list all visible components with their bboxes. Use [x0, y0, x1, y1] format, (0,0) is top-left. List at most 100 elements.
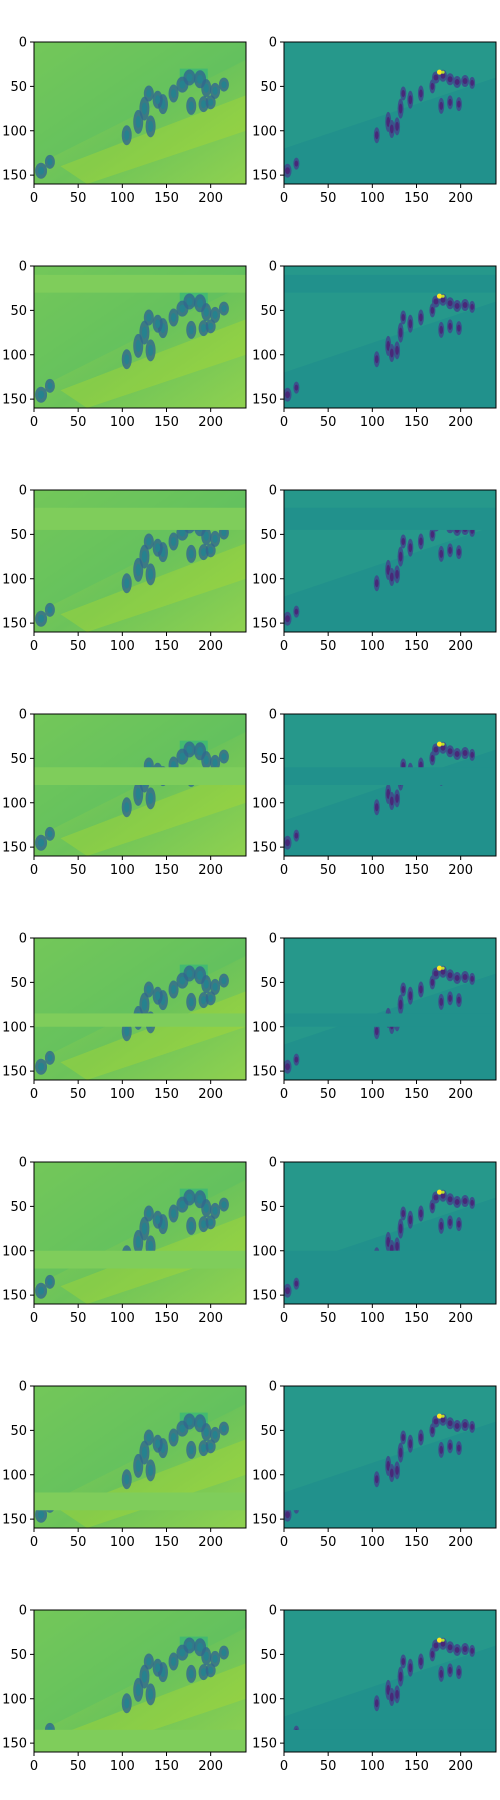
heatmap-highlight [441, 742, 445, 746]
x-tick-label: 150 [154, 191, 179, 206]
heatmap-blob-core [179, 1200, 186, 1209]
heatmap-blob-core [197, 970, 204, 980]
x-tick-label: 0 [280, 191, 288, 206]
x-tick-label: 50 [70, 1087, 87, 1102]
heatmap-blob-core [447, 1420, 453, 1427]
heatmap-region-texture [284, 1386, 496, 1493]
heatmap-masked-band [284, 1729, 496, 1752]
heatmap-blob-core [448, 322, 452, 330]
x-tick-label: 0 [280, 639, 288, 654]
heatmap-panel-r3-c1: 0 50 100 150 200 0 50 100 150 [2, 484, 247, 654]
heatmap-blob-core [208, 1442, 214, 1450]
heatmap-blob-core [146, 985, 152, 994]
heatmap-highlight [441, 1414, 445, 1418]
x-tick-label: 50 [320, 191, 337, 206]
y-tick-label: 100 [252, 348, 277, 363]
heatmap-blob-core [454, 302, 460, 309]
heatmap-blob-core [374, 355, 379, 364]
heatmap-blob-core [148, 1464, 154, 1476]
heatmap-blob-core [197, 746, 204, 756]
heatmap-blob-core [374, 1475, 379, 1484]
heatmap-highlight [436, 741, 442, 747]
heatmap-blob-core [38, 614, 45, 623]
heatmap-blob-core [188, 101, 194, 111]
heatmap-image [34, 490, 246, 632]
heatmap-blob-core [188, 1669, 194, 1679]
heatmap-blob-core [389, 572, 394, 582]
heatmap-blob-core [448, 546, 452, 554]
x-tick-label: 100 [360, 1311, 385, 1326]
heatmap-blob-core [186, 745, 193, 754]
heatmap-blob-core [208, 322, 214, 330]
heatmap-blob-core [408, 543, 413, 553]
heatmap-image [284, 490, 496, 632]
x-tick-label: 50 [70, 191, 87, 206]
heatmap-blob-core [448, 1666, 452, 1674]
y-tick-label: 100 [2, 796, 27, 811]
x-tick-label: 100 [110, 1311, 135, 1326]
heatmap-blob-core [439, 997, 444, 1006]
heatmap-blob-core [124, 1026, 130, 1037]
x-tick-label: 200 [198, 1759, 223, 1774]
heatmap-blob-core [419, 1657, 423, 1666]
heatmap-panel-r6-c1: 0 50 100 150 200 0 50 100 150 [2, 1156, 247, 1326]
y-tick-label: 150 [252, 1289, 277, 1304]
axes-frame [33, 937, 247, 1081]
x-tick-label: 150 [154, 1759, 179, 1774]
heatmap-blob-core [124, 130, 130, 141]
x-tick-label: 200 [198, 639, 223, 654]
axes-frame [283, 1385, 497, 1529]
heatmap-blob-core [430, 754, 435, 762]
y-tick-label: 150 [2, 393, 27, 408]
heatmap-blob-core [38, 166, 45, 175]
x-tick-label: 100 [110, 1087, 135, 1102]
heatmap-blob-core [401, 1209, 406, 1217]
heatmap-blob-core [389, 1468, 394, 1478]
heatmap-blob-core [285, 839, 290, 847]
heatmap-blob-core [430, 1202, 435, 1210]
x-tick-label: 50 [320, 1759, 337, 1774]
heatmap-blob-core [440, 1192, 446, 1199]
x-tick-label: 150 [154, 639, 179, 654]
heatmap-blob-core [146, 1657, 152, 1666]
heatmap-blob-core [294, 608, 299, 615]
axes-frame [283, 489, 497, 633]
heatmap-blob-core [294, 1280, 299, 1287]
heatmap-blob-core [186, 969, 193, 978]
x-tick-label: 100 [110, 1759, 135, 1774]
axes-frame [33, 713, 247, 857]
heatmap-blob-core [208, 1218, 214, 1226]
heatmap-blob-core [408, 1439, 413, 1449]
heatmap-blob-core [155, 1215, 161, 1225]
heatmap-blob-core [374, 1027, 379, 1036]
heatmap-blob-core [212, 1430, 218, 1439]
heatmap-blob-core [186, 1641, 193, 1650]
y-tick-label: 150 [2, 169, 27, 184]
heatmap-blob-core [135, 339, 141, 352]
heatmap-blob-core [440, 1640, 446, 1647]
heatmap-blob-core [398, 1447, 403, 1458]
x-tick-label: 50 [70, 415, 87, 430]
heatmap-blob-core [203, 1427, 209, 1437]
y-tick-label: 0 [19, 932, 27, 947]
heatmap-blob-core [141, 326, 147, 339]
x-tick-label: 50 [70, 863, 87, 878]
y-tick-label: 50 [10, 1424, 27, 1439]
heatmap-blob-core [188, 997, 194, 1007]
x-tick-label: 0 [280, 1311, 288, 1326]
y-tick-label: 100 [252, 124, 277, 139]
heatmap-blob-core [389, 348, 394, 358]
heatmap-blob-core [433, 1194, 439, 1201]
heatmap-blob-core [401, 537, 406, 545]
x-tick-label: 150 [154, 863, 179, 878]
heatmap-blob-core [179, 1424, 186, 1433]
heatmap-blob-core [171, 536, 177, 546]
heatmap-highlight [436, 965, 442, 971]
heatmap-blob-core [419, 1433, 423, 1442]
y-tick-label: 0 [269, 708, 277, 723]
heatmap-blob-core [179, 976, 186, 985]
heatmap-panel-r6-c2: 0 50 100 150 200 0 50 100 150 [252, 1156, 497, 1326]
heatmap-blob-core [146, 537, 152, 546]
x-tick-label: 100 [360, 1087, 385, 1102]
